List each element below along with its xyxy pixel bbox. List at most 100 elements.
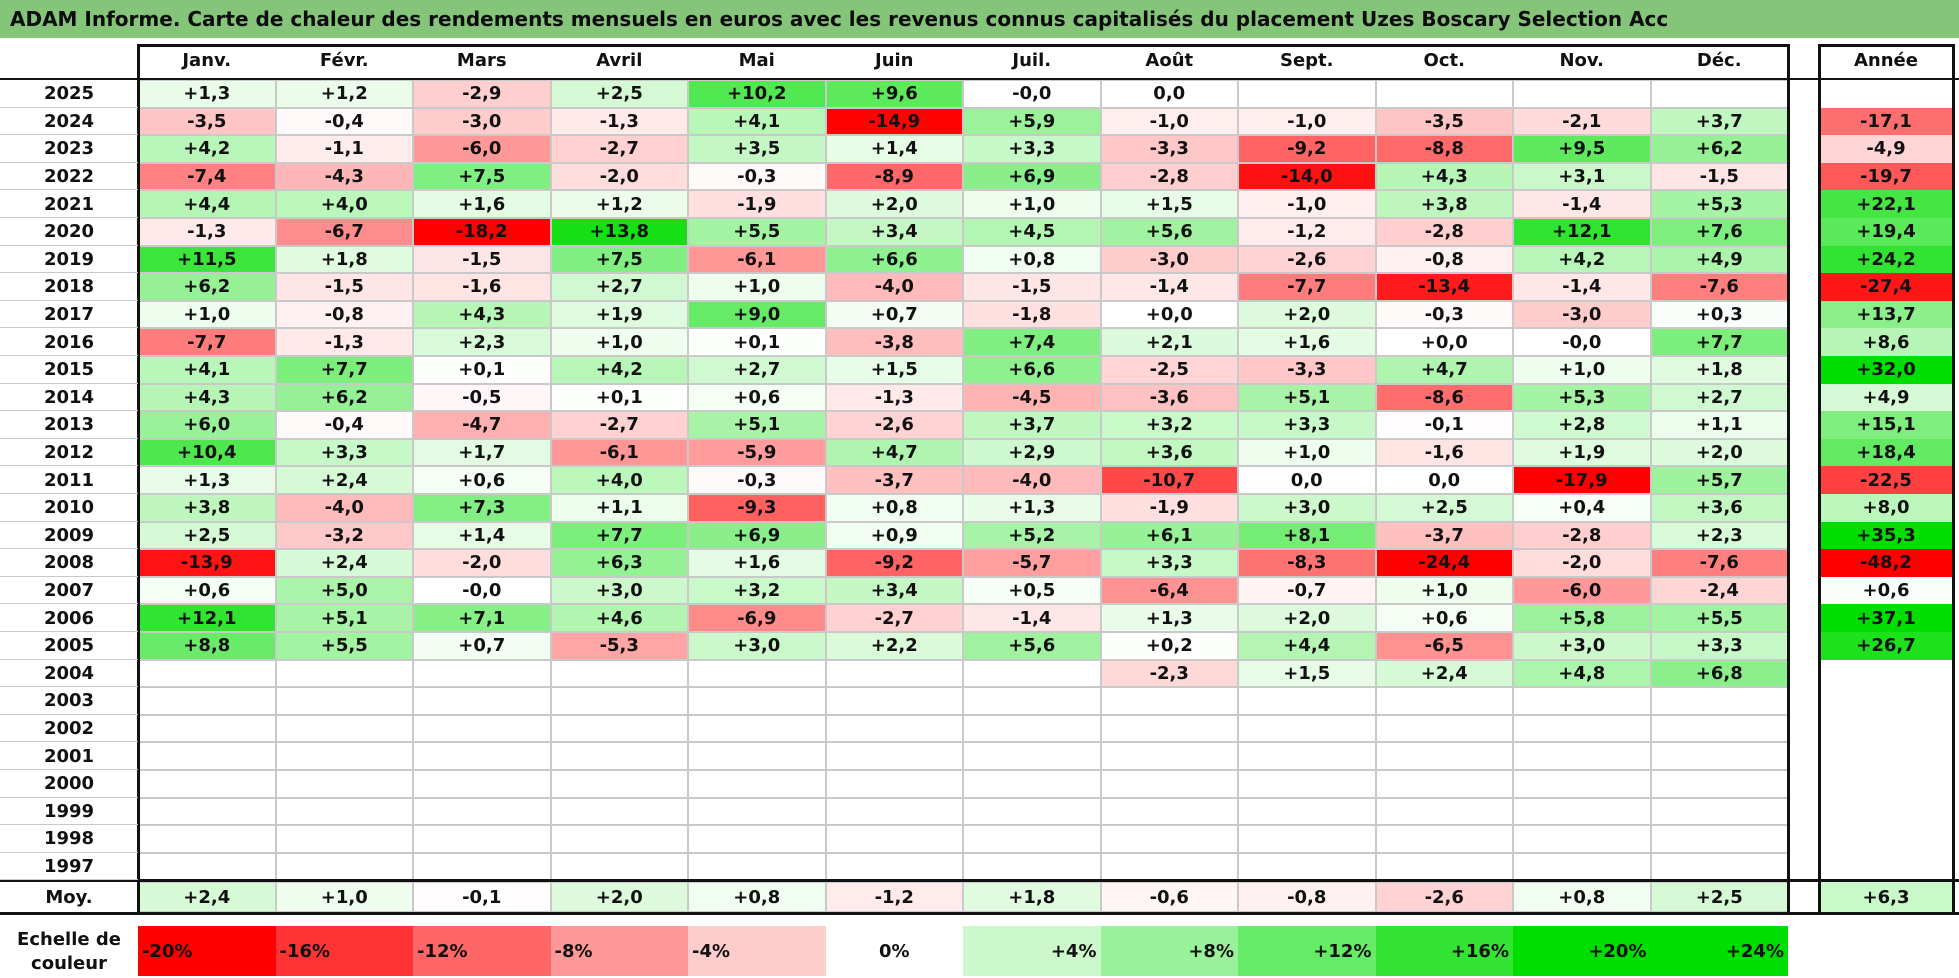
month-header: Juin [875,50,914,71]
heatmap-cell: -8,6 [1375,383,1513,412]
color-scale-swatch: -16% [275,926,413,976]
heatmap-cell [688,852,826,881]
row-separator [0,327,138,329]
heatmap-cell [275,659,413,688]
heatmap-cell [1650,852,1788,881]
row-separator [0,410,138,412]
average-divider-bottom [0,912,1959,915]
year-label: 1997 [43,856,95,878]
year-label: 2023 [43,138,95,160]
heatmap-cell [413,742,551,770]
heatmap-cell: +6,6 [825,245,963,274]
heatmap-cell: -8,8 [1375,135,1513,163]
row-separator [0,686,138,688]
heatmap-cell: -0,4 [275,411,413,439]
heatmap-cell: -1,6 [1375,438,1513,467]
heatmap-cell: -1,3 [275,328,413,356]
heatmap-cell: -6,0 [1513,576,1651,605]
heatmap-cell: -0,7 [1238,576,1376,605]
month-header: Sept. [1280,50,1334,71]
month-header: Oct. [1423,50,1465,71]
heatmap-cell: -1,3 [550,107,688,136]
row-separator [0,106,138,108]
annual-cell [1819,687,1953,715]
heatmap-cell: +8,1 [1238,521,1376,550]
heatmap-cell: -2,7 [550,411,688,439]
average-cell: +1,0 [275,882,413,912]
heatmap-cell: +2,9 [963,438,1101,467]
year-label: 2017 [43,304,95,326]
heatmap-cell: +2,4 [275,549,413,577]
heatmap-cell: +6,6 [963,356,1101,384]
annual-cell: +19,4 [1819,218,1953,246]
heatmap-cell: +12,1 [138,604,276,632]
year-label: 2024 [43,110,95,132]
row-separator [0,603,138,605]
heatmap-cell: -1,5 [1650,162,1788,191]
heatmap-cell: +1,1 [1650,411,1788,439]
heatmap-cell: +1,6 [688,549,826,577]
row-separator [0,851,138,853]
annual-cell [1819,825,1953,853]
heatmap-cell [275,770,413,798]
average-cell: -2,6 [1375,882,1513,912]
heatmap-cell [275,825,413,853]
annual-average-cell: +6,3 [1819,882,1953,912]
average-cell: +0,8 [688,882,826,912]
heatmap-cell: +0,1 [688,328,826,356]
heatmap-cell: -14,9 [825,107,963,136]
heatmap-cell: -1,8 [963,300,1101,329]
heatmap-cell: +2,5 [550,80,688,108]
annual-header: Année [1854,50,1918,71]
heatmap-cell [1238,687,1376,715]
heatmap-cell: +0,6 [138,576,276,605]
heatmap-cell: +5,5 [1650,604,1788,632]
heatmap-cell: -3,5 [138,107,276,136]
heatmap-cell: +7,6 [1650,218,1788,246]
heatmap-cell [413,825,551,853]
heatmap-cell: -10,7 [1100,466,1238,494]
heatmap-cell [688,797,826,826]
heatmap-cell: +7,7 [550,521,688,550]
heatmap-cell [963,825,1101,853]
heatmap-cell: -3,0 [413,107,551,136]
annual-cell: +37,1 [1819,604,1953,632]
heatmap-cell: -6,4 [1100,576,1238,605]
annual-cell [1819,659,1953,688]
heatmap-cell: -1,3 [825,383,963,412]
heatmap-cell: -8,3 [1238,549,1376,577]
heatmap-cell: -0,3 [1375,300,1513,329]
heatmap-cell [1650,742,1788,770]
heatmap-cell [138,659,276,688]
heatmap-cell: +6,1 [1100,521,1238,550]
heatmap-cell: -13,9 [138,549,276,577]
heatmap-cell: -5,7 [963,549,1101,577]
heatmap-cell [1238,797,1376,826]
heatmap-cell: +5,2 [963,521,1101,550]
heatmap-cell: +5,1 [1238,383,1376,412]
heatmap-cell: +6,9 [688,521,826,550]
heatmap-cell: +4,3 [138,383,276,412]
heatmap-cell: -2,5 [1100,356,1238,384]
heatmap-cell [275,714,413,743]
heatmap-cell: +5,3 [1513,383,1651,412]
heatmap-cell: -2,0 [413,549,551,577]
row-separator [0,658,138,660]
month-header: Déc. [1696,50,1742,71]
row-separator [0,272,138,274]
year-label: 2010 [43,497,95,519]
year-label: 2011 [43,469,95,491]
heatmap-cell: +4,4 [1238,632,1376,660]
heatmap-cell [825,852,963,881]
heatmap-cell: +1,7 [413,438,551,467]
heatmap-cell: +3,0 [550,576,688,605]
chart-title: ADAM Informe. Carte de chaleur des rende… [0,0,1959,38]
heatmap-cell: -7,6 [1650,549,1788,577]
grid-border-right [1787,44,1790,912]
heatmap-cell: -0,8 [275,300,413,329]
heatmap-cell: +2,5 [138,521,276,550]
color-scale-swatch: +4% [963,926,1101,976]
heatmap-cell: +3,6 [1650,494,1788,522]
year-label: 2006 [43,607,95,629]
heatmap-cell: -2,6 [1238,245,1376,274]
